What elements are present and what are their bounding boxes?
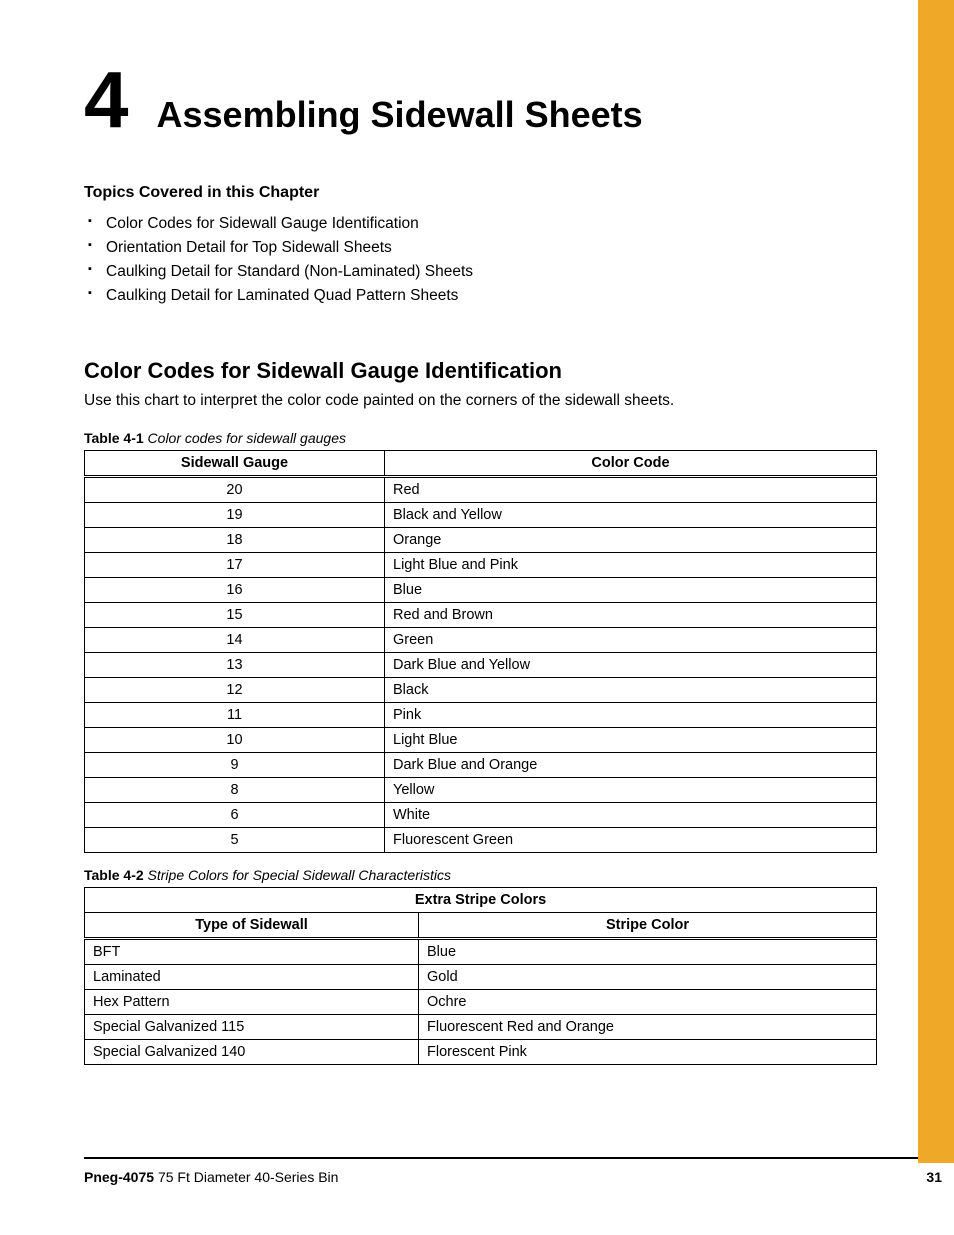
table-row: Special Galvanized 140Florescent Pink <box>85 1040 877 1065</box>
cell: 8 <box>85 778 385 803</box>
cell: 20 <box>85 477 385 503</box>
table-row: Special Galvanized 115Fluorescent Red an… <box>85 1015 877 1040</box>
section-intro: Use this chart to interpret the color co… <box>84 392 877 410</box>
table2-caption: Table 4-2 Stripe Colors for Special Side… <box>84 867 877 883</box>
table-row: 6White <box>85 803 877 828</box>
cell: 5 <box>85 828 385 853</box>
cell: 6 <box>85 803 385 828</box>
table-row: Hex PatternOchre <box>85 990 877 1015</box>
cell: 13 <box>85 653 385 678</box>
topics-list: Color Codes for Sidewall Gauge Identific… <box>84 212 877 308</box>
page-footer: Pneg-4075 75 Ft Diameter 40-Series Bin 3… <box>84 1157 918 1185</box>
cell: Special Galvanized 115 <box>85 1015 419 1040</box>
cell: Blue <box>385 578 877 603</box>
cell: Fluorescent Green <box>385 828 877 853</box>
table-row: 11Pink <box>85 703 877 728</box>
cell: Gold <box>419 965 877 990</box>
page: 4 Assembling Sidewall Sheets Topics Cove… <box>0 0 954 1235</box>
cell: Laminated <box>85 965 419 990</box>
cell: 11 <box>85 703 385 728</box>
table-row: 5Fluorescent Green <box>85 828 877 853</box>
table-row: 15Red and Brown <box>85 603 877 628</box>
cell: 12 <box>85 678 385 703</box>
cell: Special Galvanized 140 <box>85 1040 419 1065</box>
table-row: LaminatedGold <box>85 965 877 990</box>
list-item: Caulking Detail for Laminated Quad Patte… <box>84 284 877 308</box>
column-header: Stripe Color <box>419 913 877 939</box>
cell: Yellow <box>385 778 877 803</box>
content-area: 4 Assembling Sidewall Sheets Topics Cove… <box>84 60 877 1079</box>
cell: Black <box>385 678 877 703</box>
cell: Orange <box>385 528 877 553</box>
chapter-number: 4 <box>84 60 129 140</box>
cell: Dark Blue and Yellow <box>385 653 877 678</box>
caption-text: Stripe Colors for Special Sidewall Chara… <box>148 867 451 883</box>
cell: Dark Blue and Orange <box>385 753 877 778</box>
table-row: 13Dark Blue and Yellow <box>85 653 877 678</box>
cell: Green <box>385 628 877 653</box>
caption-text: Color codes for sidewall gauges <box>148 430 346 446</box>
cell: Florescent Pink <box>419 1040 877 1065</box>
caption-label: Table 4-2 <box>84 867 144 883</box>
chapter-tab <box>918 0 954 1163</box>
super-header: Extra Stripe Colors <box>85 888 877 913</box>
cell: Light Blue and Pink <box>385 553 877 578</box>
list-item: Caulking Detail for Standard (Non-Lamina… <box>84 260 877 284</box>
footer-left: Pneg-4075 75 Ft Diameter 40-Series Bin <box>84 1169 338 1185</box>
table-row: 16Blue <box>85 578 877 603</box>
chapter-title: Assembling Sidewall Sheets <box>157 94 643 136</box>
cell: 9 <box>85 753 385 778</box>
table-color-codes: Sidewall Gauge Color Code 20Red 19Black … <box>84 450 877 853</box>
document-id: Pneg-4075 <box>84 1169 154 1185</box>
cell: Blue <box>419 939 877 965</box>
cell: Ochre <box>419 990 877 1015</box>
cell: Fluorescent Red and Orange <box>419 1015 877 1040</box>
cell: 19 <box>85 503 385 528</box>
table-row: 10Light Blue <box>85 728 877 753</box>
table-stripe-colors: Extra Stripe Colors Type of Sidewall Str… <box>84 887 877 1065</box>
page-number: 31 <box>926 1169 942 1185</box>
table-row: 19Black and Yellow <box>85 503 877 528</box>
cell: Light Blue <box>385 728 877 753</box>
table1-caption: Table 4-1 Color codes for sidewall gauge… <box>84 430 877 446</box>
table-row: 14Green <box>85 628 877 653</box>
cell: 10 <box>85 728 385 753</box>
table-row: 9Dark Blue and Orange <box>85 753 877 778</box>
table-row: BFTBlue <box>85 939 877 965</box>
cell: 14 <box>85 628 385 653</box>
cell: 16 <box>85 578 385 603</box>
column-header: Type of Sidewall <box>85 913 419 939</box>
cell: Pink <box>385 703 877 728</box>
chapter-header: 4 Assembling Sidewall Sheets <box>84 60 877 140</box>
cell: BFT <box>85 939 419 965</box>
caption-label: Table 4-1 <box>84 430 144 446</box>
table-row: 18Orange <box>85 528 877 553</box>
topics-heading: Topics Covered in this Chapter <box>84 184 877 202</box>
table-row: 12Black <box>85 678 877 703</box>
cell: Red and Brown <box>385 603 877 628</box>
table-row: 20Red <box>85 477 877 503</box>
cell: Red <box>385 477 877 503</box>
table-row: 8Yellow <box>85 778 877 803</box>
cell: 15 <box>85 603 385 628</box>
cell: Hex Pattern <box>85 990 419 1015</box>
cell: White <box>385 803 877 828</box>
cell: Black and Yellow <box>385 503 877 528</box>
table-row: 17Light Blue and Pink <box>85 553 877 578</box>
list-item: Orientation Detail for Top Sidewall Shee… <box>84 236 877 260</box>
column-header: Color Code <box>385 451 877 477</box>
column-header: Sidewall Gauge <box>85 451 385 477</box>
list-item: Color Codes for Sidewall Gauge Identific… <box>84 212 877 236</box>
cell: 18 <box>85 528 385 553</box>
document-title: 75 Ft Diameter 40-Series Bin <box>158 1169 339 1185</box>
section-heading: Color Codes for Sidewall Gauge Identific… <box>84 358 877 384</box>
cell: 17 <box>85 553 385 578</box>
